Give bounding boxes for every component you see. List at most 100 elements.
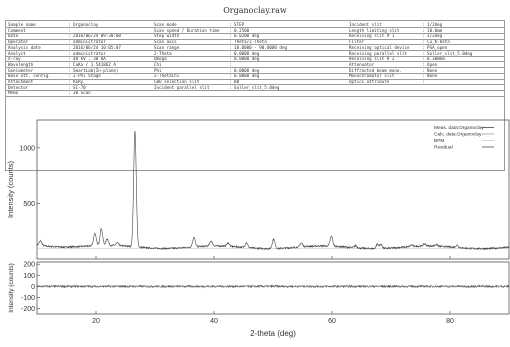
- meta-row-divider: [6, 95, 504, 97]
- x-tick-label: 20: [92, 318, 100, 325]
- meta-value: : RxRy: [68, 79, 84, 84]
- meta-value: : None: [422, 67, 438, 73]
- meta-label: Scan speed / Duration time: [154, 27, 220, 33]
- meta-value: : 0.300mm: [422, 56, 445, 62]
- meta-value: : Cu_K-beta: [422, 39, 450, 45]
- meta-label: CBO selection slit: [154, 79, 200, 84]
- meta-row-divider: [6, 38, 504, 40]
- x-tick-label: 40: [210, 318, 218, 325]
- meta-label: 2-Theta: [154, 50, 172, 56]
- y-tick-label: 1000: [19, 145, 35, 152]
- meta-value: : 2-Phi Stage: [68, 73, 101, 79]
- meta-label: Comment: [8, 27, 26, 33]
- meta-label: Detector: [8, 84, 29, 90]
- meta-label: Receiving slit # 2: [349, 56, 395, 62]
- meta-row-divider: [6, 89, 504, 91]
- meta-label: Sample name: [8, 22, 36, 27]
- meta-value: : STEP: [229, 22, 245, 27]
- meta-value: : 30 Scan: [68, 90, 91, 96]
- residual-plot-frame: [36, 261, 510, 315]
- meta-row-divider: [6, 61, 504, 63]
- meta-value: : 0.0000 deg: [229, 67, 260, 73]
- meta-row-divider: [6, 84, 504, 86]
- meta-row-divider: [6, 78, 504, 80]
- meta-value: : BB: [229, 79, 240, 84]
- y-axis-label: Intensity (counts): [6, 160, 15, 218]
- meta-label: Receiving parallel slit: [349, 50, 407, 56]
- meta-value: : Soller_slit_5.0deg: [229, 84, 280, 90]
- meta-value: : administrator: [68, 39, 106, 45]
- meta-label: Analyst: [8, 50, 26, 56]
- meta-value: : 10.0mm: [422, 27, 443, 33]
- meta-value: :: [229, 61, 232, 67]
- meta-label: 2-ThetaChi: [154, 73, 180, 79]
- meta-label: Wavelength: [8, 61, 34, 67]
- residual-plot: -200 -100 0 100 200 20 40 60 80 Intensity (counts…: [8, 261, 510, 338]
- meta-label: Filter: [349, 39, 365, 45]
- meta-value: :: [68, 27, 71, 33]
- main-plot-frame: [36, 119, 510, 260]
- meta-label: Analysis date: [8, 44, 41, 50]
- y-axis-label: Intensity (counts): [8, 263, 15, 313]
- meta-label: X-ray: [8, 56, 21, 62]
- meta-value: : 1/2deg: [422, 33, 443, 39]
- legend-label: Calc. data:Organoclay: [434, 132, 482, 138]
- meta-row-divider: [6, 55, 504, 57]
- meta-label: Length limiting slit: [349, 27, 400, 33]
- series-residual-line: [36, 284, 510, 289]
- meta-row-divider: [6, 32, 504, 34]
- meta-label: Receiving optical device: [349, 44, 410, 50]
- y-tick-label: 100: [23, 273, 35, 280]
- meta-label: Chi: [154, 61, 162, 67]
- main-plot: 500 1000 Intensity (counts) Meas. data:Orga…: [6, 119, 510, 260]
- meta-label: Incident parallel slit: [154, 84, 210, 90]
- meta-row-divider: [6, 44, 504, 46]
- meta-value: : administrator: [68, 50, 106, 56]
- x-tick-label: 80: [446, 318, 454, 325]
- meta-value: : 1/2deg: [422, 22, 443, 27]
- legend-label: Meas. data:Organoclay: [434, 125, 484, 131]
- meta-value: : Open: [422, 61, 438, 67]
- meta-value: : 10.0000 - 90.0000 deg: [229, 44, 287, 50]
- meta-value: :: [422, 79, 425, 84]
- x-axis-label: 2-theta (deg): [250, 329, 296, 338]
- meta-row-divider: [6, 50, 504, 51]
- meta-label: Step width: [154, 33, 180, 39]
- metadata-table: Sample name: Organoclay Comment: Date: 201…: [5, 20, 505, 171]
- meta-label: Receiving slit # 1: [349, 33, 395, 39]
- meta-row-divider: [6, 27, 504, 29]
- meta-label: Date: [8, 33, 19, 39]
- meta-label: Optics attribute: [349, 79, 390, 84]
- meta-value: : None: [422, 73, 438, 79]
- y-tick-label: -100: [21, 295, 35, 302]
- meta-row-divider: [6, 67, 504, 69]
- meta-label: Operator: [8, 39, 29, 45]
- meta-label: Scan range: [154, 44, 180, 50]
- legend-label: BPM: [434, 138, 444, 144]
- meta-value: : Soller_slit_5.0deg: [422, 50, 473, 56]
- meta-label: Goniometer: [8, 67, 34, 73]
- meta-label: Attachment: [8, 79, 34, 84]
- meta-value: : 0.0000 deg: [229, 73, 260, 79]
- x-tick-label: 60: [328, 318, 336, 325]
- meta-value: : 0.2500: [229, 27, 250, 33]
- meta-value: : 0.0000 deg: [229, 56, 260, 62]
- meta-label: Memo: [8, 90, 19, 96]
- legend-label: Residual: [434, 145, 453, 151]
- meta-value: : Theta/2-Theta: [229, 39, 267, 45]
- meta-value: : SmartLab(In-plane): [68, 67, 119, 73]
- meta-value: : SC-70: [68, 84, 86, 90]
- meta-value: : 2016/06/24 10:05:07: [68, 44, 121, 50]
- y-tick-label: 500: [23, 201, 35, 208]
- meta-label: Phi: [154, 67, 162, 73]
- meta-label: Diffracted beam mono.: [349, 67, 402, 73]
- report-title: Organoclay.raw: [223, 6, 287, 15]
- meta-label: Attenuator: [349, 61, 375, 67]
- meta-label: Omega: [154, 56, 167, 62]
- meta-value: : 2016/06/24 09:30:00: [68, 33, 121, 39]
- meta-value: : PSA_open: [422, 44, 448, 50]
- meta-label: Base att. config.: [8, 73, 51, 79]
- meta-value: : 0.0000 deg: [229, 50, 260, 56]
